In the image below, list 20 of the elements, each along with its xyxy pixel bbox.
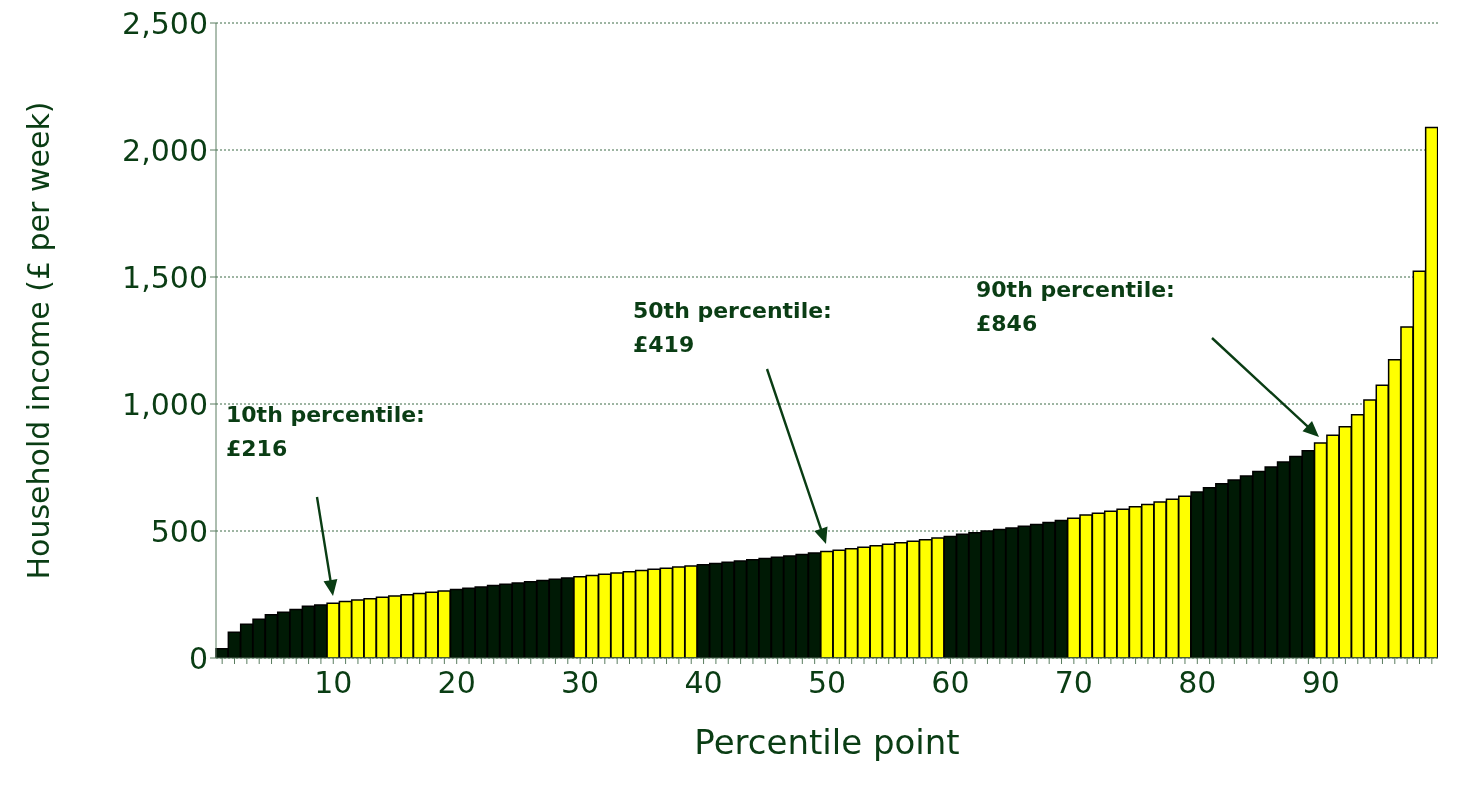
x-tick-label: 30 (561, 665, 600, 701)
x-tick-label: 40 (684, 665, 723, 701)
annotation: 90th percentile: £846 (976, 277, 1175, 336)
y-tick-label: 500 (150, 513, 208, 549)
x-tick-label: 70 (1054, 665, 1093, 701)
y-tick-label: 2,500 (122, 5, 208, 41)
x-tick-label: 80 (1178, 665, 1217, 701)
y-tick-label: 1,500 (122, 259, 208, 295)
x-tick-label: 20 (437, 665, 476, 701)
annotation: 10th percentile: £216 (226, 402, 425, 461)
x-tick-label: 60 (931, 665, 970, 701)
y-tick-label: 0 (188, 640, 208, 676)
y-axis-title: Household income (£ per week) (20, 101, 56, 580)
x-tick-label: 90 (1301, 665, 1340, 701)
y-tick-label: 1,000 (122, 386, 208, 422)
x-tick-label: 10 (314, 665, 353, 701)
annotation: 50th percentile: £419 (633, 298, 832, 357)
y-tick-label: 2,000 (122, 132, 208, 168)
x-tick-label: 50 (807, 665, 847, 701)
x-axis-title: Percentile point (694, 722, 960, 762)
